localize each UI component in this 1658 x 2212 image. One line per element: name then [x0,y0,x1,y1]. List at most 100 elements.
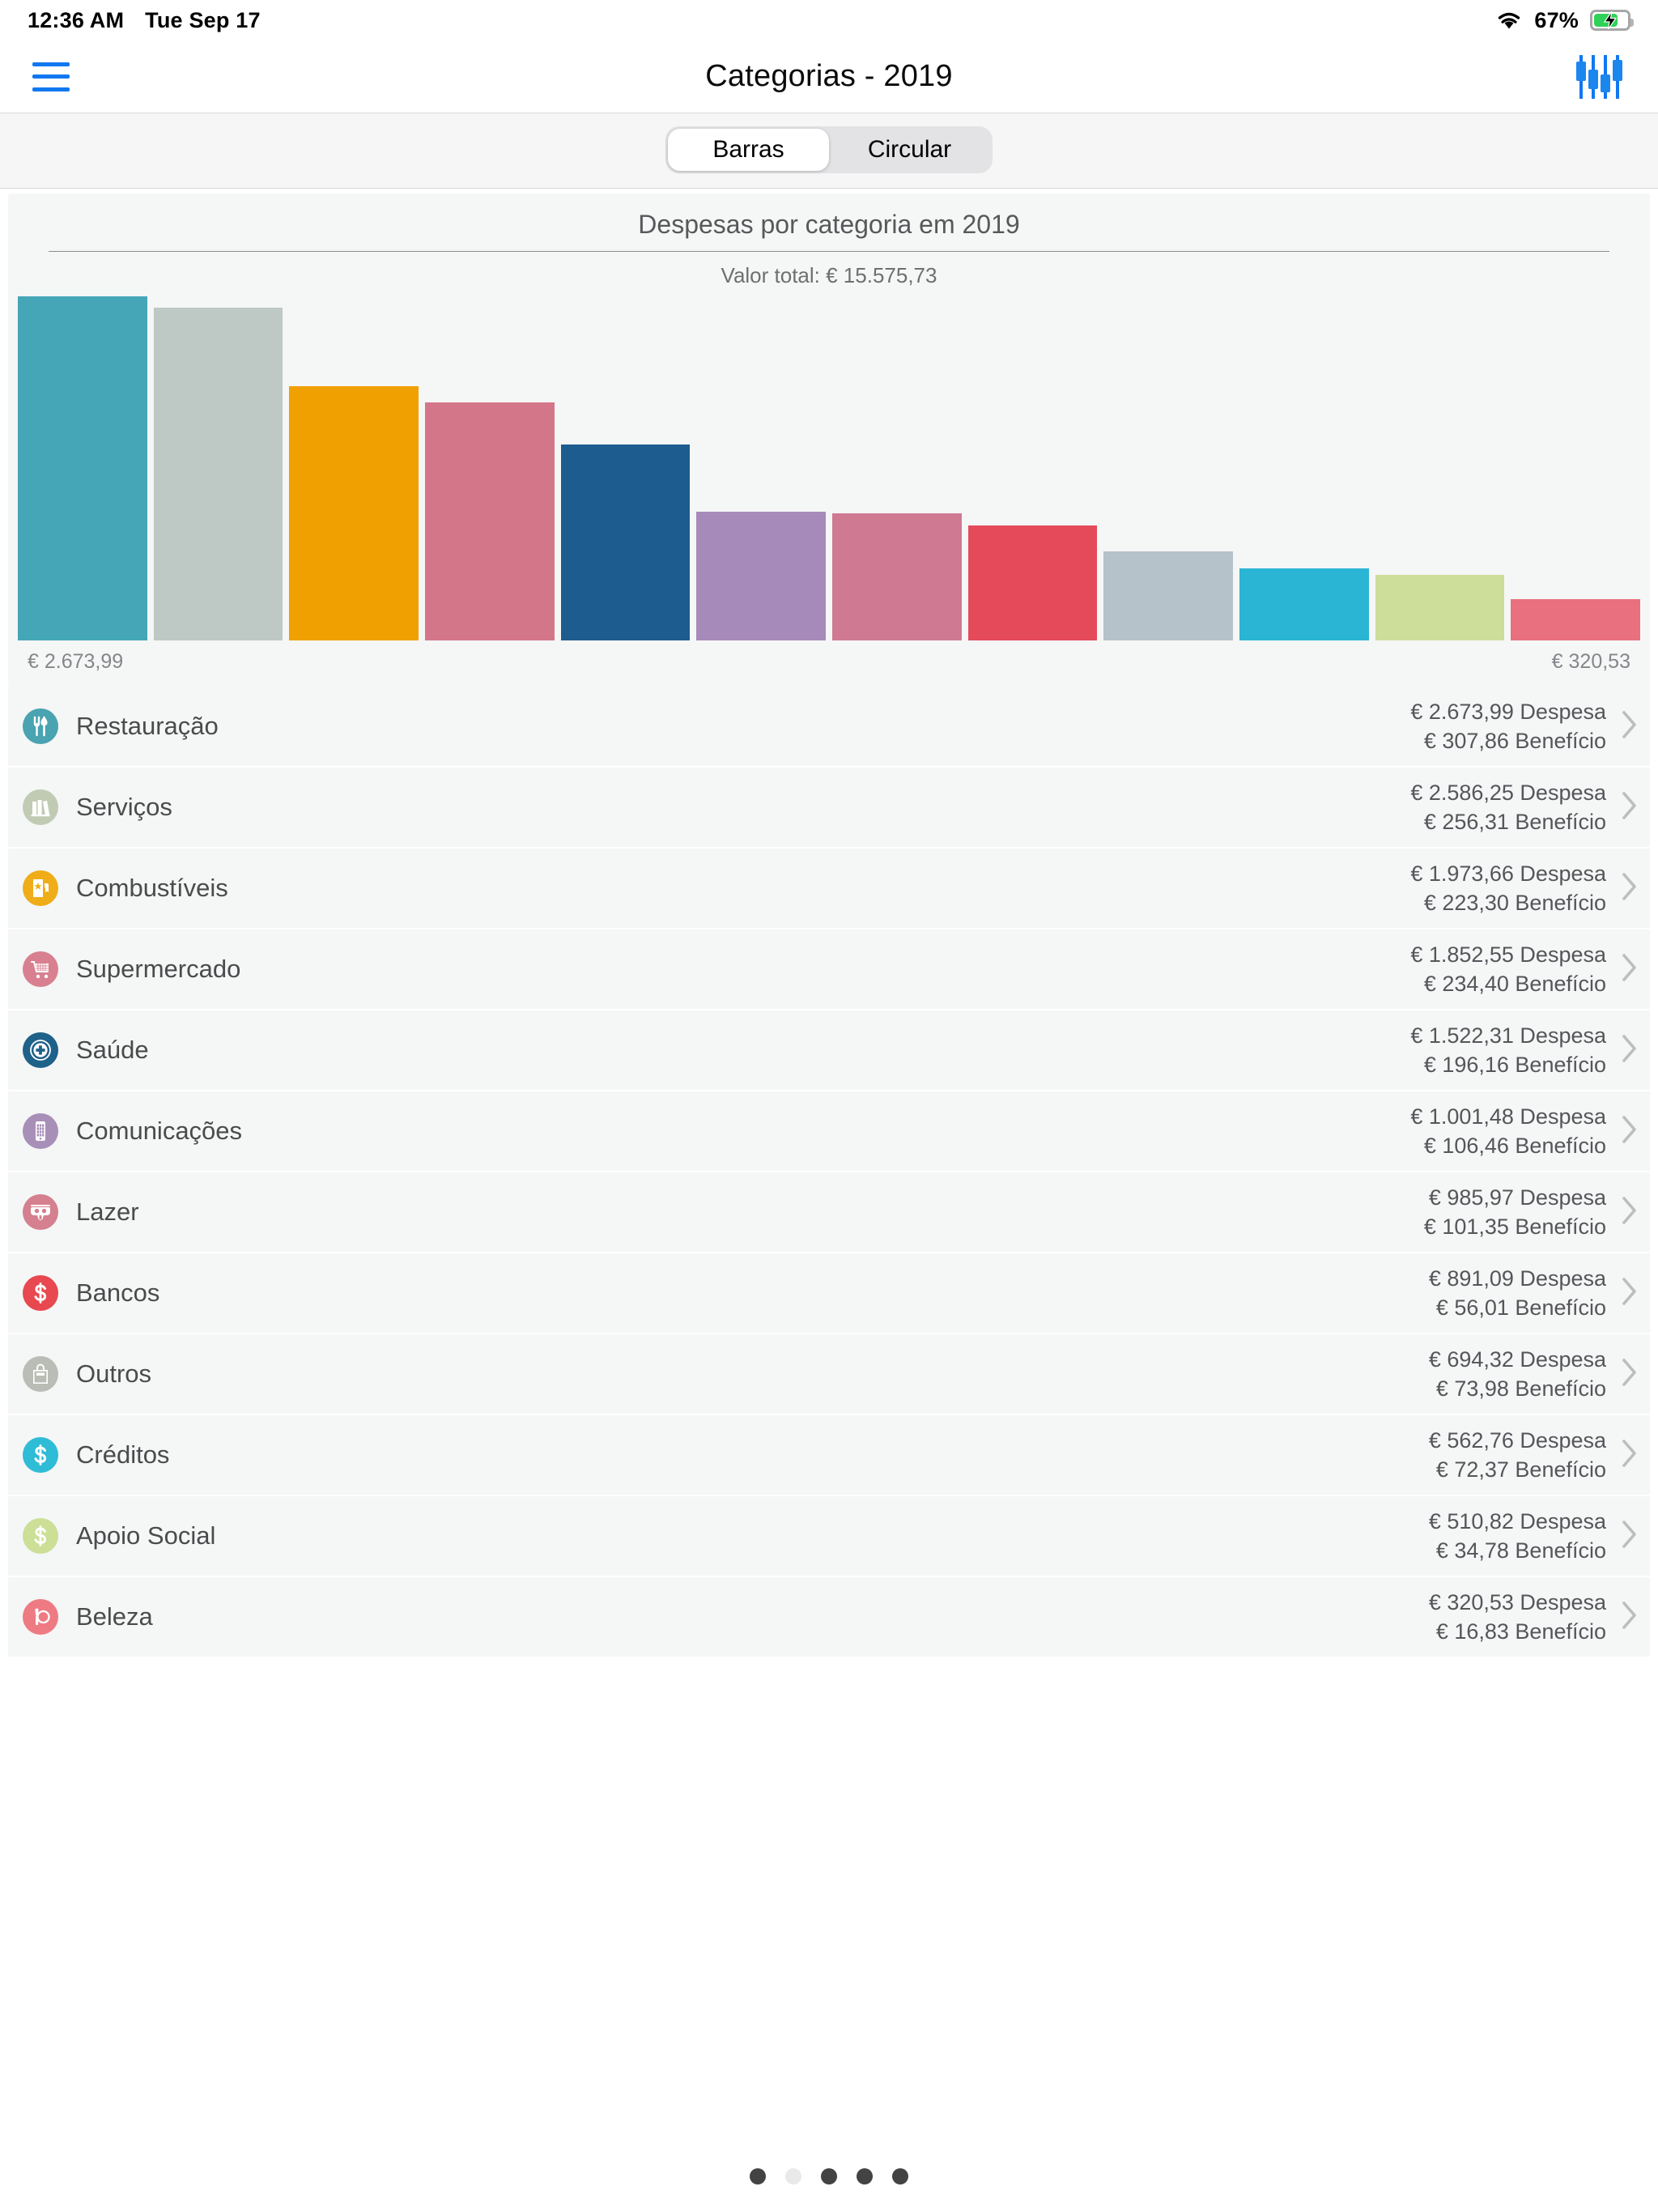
chart-bar[interactable] [425,402,555,640]
category-name: Comunicações [76,1117,243,1145]
beneficio-value: € 256,31 Benefício [1423,809,1606,834]
beneficio-value: € 73,98 Benefício [1435,1376,1606,1401]
tab-circular[interactable]: Circular [867,136,952,163]
books-icon [23,789,58,825]
despesa-value: € 985,97 Despesa [1428,1185,1606,1210]
chevron-right-icon[interactable] [1621,871,1639,906]
table-row[interactable]: Combustíveis € 1.973,66 Despesa € 223,30 B… [8,849,1650,929]
table-row[interactable]: Restauração € 2.673,99 Despesa € 307,86 Be… [8,687,1650,768]
page-dot[interactable] [857,2168,873,2184]
bar-chart-plot [8,296,1650,640]
category-amounts: € 510,82 Despesa € 34,78 Benefício [1429,1509,1606,1563]
axis-label-max: € 2.673,99 [28,650,124,673]
chevron-right-icon[interactable] [1621,952,1639,987]
beneficio-value: € 307,86 Benefício [1423,728,1606,753]
table-row[interactable]: Créditos € 562,76 Despesa € 72,37 Benefíci… [8,1415,1650,1496]
table-row[interactable]: Serviços € 2.586,25 Despesa € 256,31 Benef… [8,768,1650,849]
despesa-value: € 1.522,31 Despesa [1410,1023,1606,1048]
category-amounts: € 2.673,99 Despesa € 307,86 Benefício [1410,700,1606,754]
chevron-right-icon[interactable] [1621,1276,1639,1311]
chart-bar[interactable] [1239,568,1369,640]
chevron-right-icon[interactable] [1621,709,1639,744]
table-row[interactable]: Supermercado € 1.852,55 Despesa € 234,40 B… [8,929,1650,1010]
fuel-pump-icon [23,870,58,906]
dollar-sign-icon [23,1518,58,1554]
table-row[interactable]: Beleza € 320,53 Despesa € 16,83 Benefício [8,1577,1650,1658]
page-dot[interactable] [785,2168,801,2184]
chart-bar[interactable] [560,445,691,640]
page-title: Categorias - 2019 [705,59,953,93]
mirror-makeup-icon [23,1599,58,1635]
table-row[interactable]: Saúde € 1.522,31 Despesa € 196,16 Benefíci… [8,1010,1650,1091]
table-row[interactable]: Lazer € 985,97 Despesa € 101,35 Benefício [8,1172,1650,1253]
category-amounts: € 694,32 Despesa € 73,98 Benefício [1429,1347,1606,1402]
despesa-value: € 1.852,55 Despesa [1410,942,1606,967]
shopping-bag-icon [23,1356,58,1392]
chevron-right-icon[interactable] [1621,1438,1639,1473]
chevron-right-icon[interactable] [1621,1519,1639,1554]
category-name: Saúde [76,1036,149,1064]
category-amounts: € 562,76 Despesa € 72,37 Benefício [1429,1428,1606,1482]
chart-card: Despesas por categoria em 2019 Valor tot… [8,194,1650,687]
chart-total-value: Valor total: € 15.575,73 [721,263,937,287]
table-row[interactable]: Outros € 694,32 Despesa € 73,98 Benefício [8,1334,1650,1415]
page-indicator[interactable] [0,2168,1658,2184]
status-bar: 12:36 AM Tue Sep 17 67% [0,0,1658,40]
chart-title: Despesas por categoria em 2019 [49,203,1609,252]
beneficio-value: € 16,83 Benefício [1435,1619,1606,1644]
table-row[interactable]: Apoio Social € 510,82 Despesa € 34,78 Bene… [8,1496,1650,1577]
page-dot[interactable] [821,2168,837,2184]
status-date: Tue Sep 17 [145,7,261,32]
beneficio-value: € 106,46 Benefício [1423,1133,1606,1158]
dollar-sign-icon [23,1275,58,1311]
medical-cross-icon [23,1032,58,1068]
hamburger-menu-icon[interactable] [32,62,70,91]
chart-bar[interactable] [1511,599,1641,640]
chart-bar[interactable] [696,511,827,640]
category-name: Restauração [76,712,219,740]
despesa-value: € 2.673,99 Despesa [1410,699,1606,724]
category-name: Lazer [76,1197,139,1226]
chevron-right-icon[interactable] [1621,1600,1639,1635]
chevron-right-icon[interactable] [1621,1195,1639,1230]
table-row[interactable]: Comunicações € 1.001,48 Despesa € 106,46 B… [8,1091,1650,1172]
chevron-right-icon[interactable] [1621,1114,1639,1149]
despesa-value: € 510,82 Despesa [1428,1508,1606,1534]
chart-bar[interactable] [153,307,283,640]
chart-bar[interactable] [18,296,147,640]
chart-bar[interactable] [289,386,419,640]
shopping-cart-icon [23,951,58,987]
despesa-value: € 1.001,48 Despesa [1410,1104,1606,1129]
dollar-sign-icon [23,1437,58,1473]
axis-label-min: € 320,53 [1551,650,1630,673]
segmented-control: Barras Circular [665,126,993,173]
chevron-right-icon[interactable] [1621,1357,1639,1392]
page-dot[interactable] [892,2168,908,2184]
page-dot[interactable] [750,2168,766,2184]
cutlery-icon [23,708,58,744]
chart-bar[interactable] [967,525,1098,640]
category-list: Restauração € 2.673,99 Despesa € 307,86 Be… [8,687,1650,1658]
chevron-right-icon[interactable] [1621,790,1639,825]
battery-percent: 67% [1534,7,1579,32]
category-name: Beleza [76,1602,153,1631]
beneficio-value: € 223,30 Benefício [1423,890,1606,915]
chart-bar[interactable] [1375,574,1505,640]
despesa-value: € 2.586,25 Despesa [1410,780,1606,805]
beneficio-value: € 56,01 Benefício [1435,1295,1606,1320]
beneficio-value: € 196,16 Benefício [1423,1052,1606,1077]
chart-bar[interactable] [1103,551,1234,640]
chevron-right-icon[interactable] [1621,1033,1639,1068]
despesa-value: € 320,53 Despesa [1428,1589,1606,1614]
beneficio-value: € 101,35 Benefício [1423,1214,1606,1239]
despesa-value: € 1.973,66 Despesa [1410,861,1606,886]
tab-barras[interactable]: Barras [668,129,829,171]
status-time: 12:36 AM [28,7,125,32]
chart-type-switcher: Barras Circular [0,113,1658,189]
category-amounts: € 1.852,55 Despesa € 234,40 Benefício [1410,942,1606,997]
table-row[interactable]: Bancos € 891,09 Despesa € 56,01 Benefício [8,1253,1650,1334]
category-name: Supermercado [76,955,241,983]
category-name: Bancos [76,1278,160,1307]
chart-bar[interactable] [832,513,962,640]
category-amounts: € 2.586,25 Despesa € 256,31 Benefício [1410,781,1606,835]
